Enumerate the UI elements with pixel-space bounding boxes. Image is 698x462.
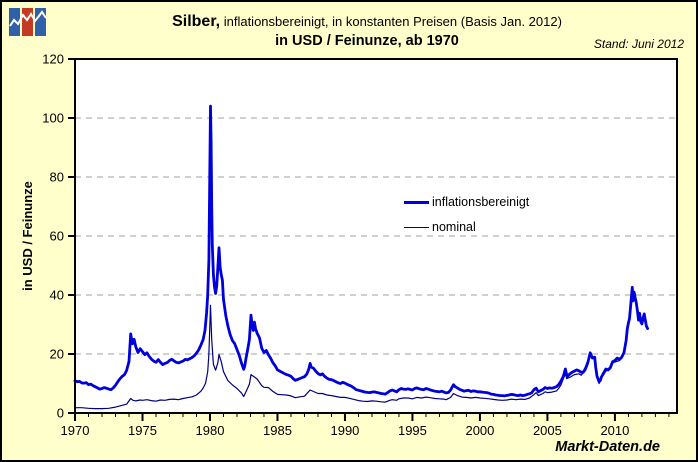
chart-subtitle: in USD / Feinunze, ab 1970 (275, 33, 459, 49)
legend-label-real: inflationsbereinigt (432, 195, 530, 209)
chart-title: Silber, inflationsbereinigt, in konstant… (42, 12, 692, 31)
logo-zigzag-icon (9, 10, 47, 27)
as-of-date: Stand: Juni 2012 (593, 37, 684, 51)
y-tick-label: 60 (50, 229, 64, 244)
legend-label-nominal: nominal (432, 220, 476, 234)
x-tick-label: 2000 (465, 423, 494, 438)
logo-bar-right (35, 8, 46, 36)
x-tick-label: 1975 (128, 423, 157, 438)
title-qualifier: inflationsbereinigt, in konstanten Preis… (220, 14, 562, 29)
y-tick-label: 120 (42, 52, 64, 67)
x-tick-label: 1970 (61, 423, 90, 438)
markt-daten-logo (9, 8, 47, 36)
x-tick-label: 2010 (600, 423, 629, 438)
title-main: Silber, (172, 13, 221, 30)
y-tick-label: 40 (50, 288, 64, 303)
legend-item-nominal: nominal (404, 220, 529, 234)
x-tick-label: 2005 (533, 423, 562, 438)
chart-title-block: Silber, inflationsbereinigt, in konstant… (42, 12, 692, 51)
watermark: Markt-Daten.de (555, 439, 660, 455)
y-tick-label: 20 (50, 347, 64, 362)
x-tick-label: 1990 (330, 423, 359, 438)
y-tick-label: 80 (50, 170, 64, 185)
y-tick-label: 100 (42, 111, 64, 126)
legend-item-inflationsbereinigt: inflationsbereinigt (404, 195, 529, 209)
x-tick-label: 1985 (263, 423, 292, 438)
y-tick-label: 0 (57, 406, 64, 421)
legend-line-real-icon (404, 200, 429, 204)
legend-line-nominal-icon (404, 226, 429, 228)
chart-legend: inflationsbereinigt nominal (404, 195, 529, 245)
series-inflationsbereinigt (73, 104, 649, 398)
x-tick-label: 1995 (398, 423, 427, 438)
logo-bar-mid (22, 8, 33, 36)
logo-bar-left (9, 8, 20, 36)
x-tick-label: 1980 (196, 423, 225, 438)
